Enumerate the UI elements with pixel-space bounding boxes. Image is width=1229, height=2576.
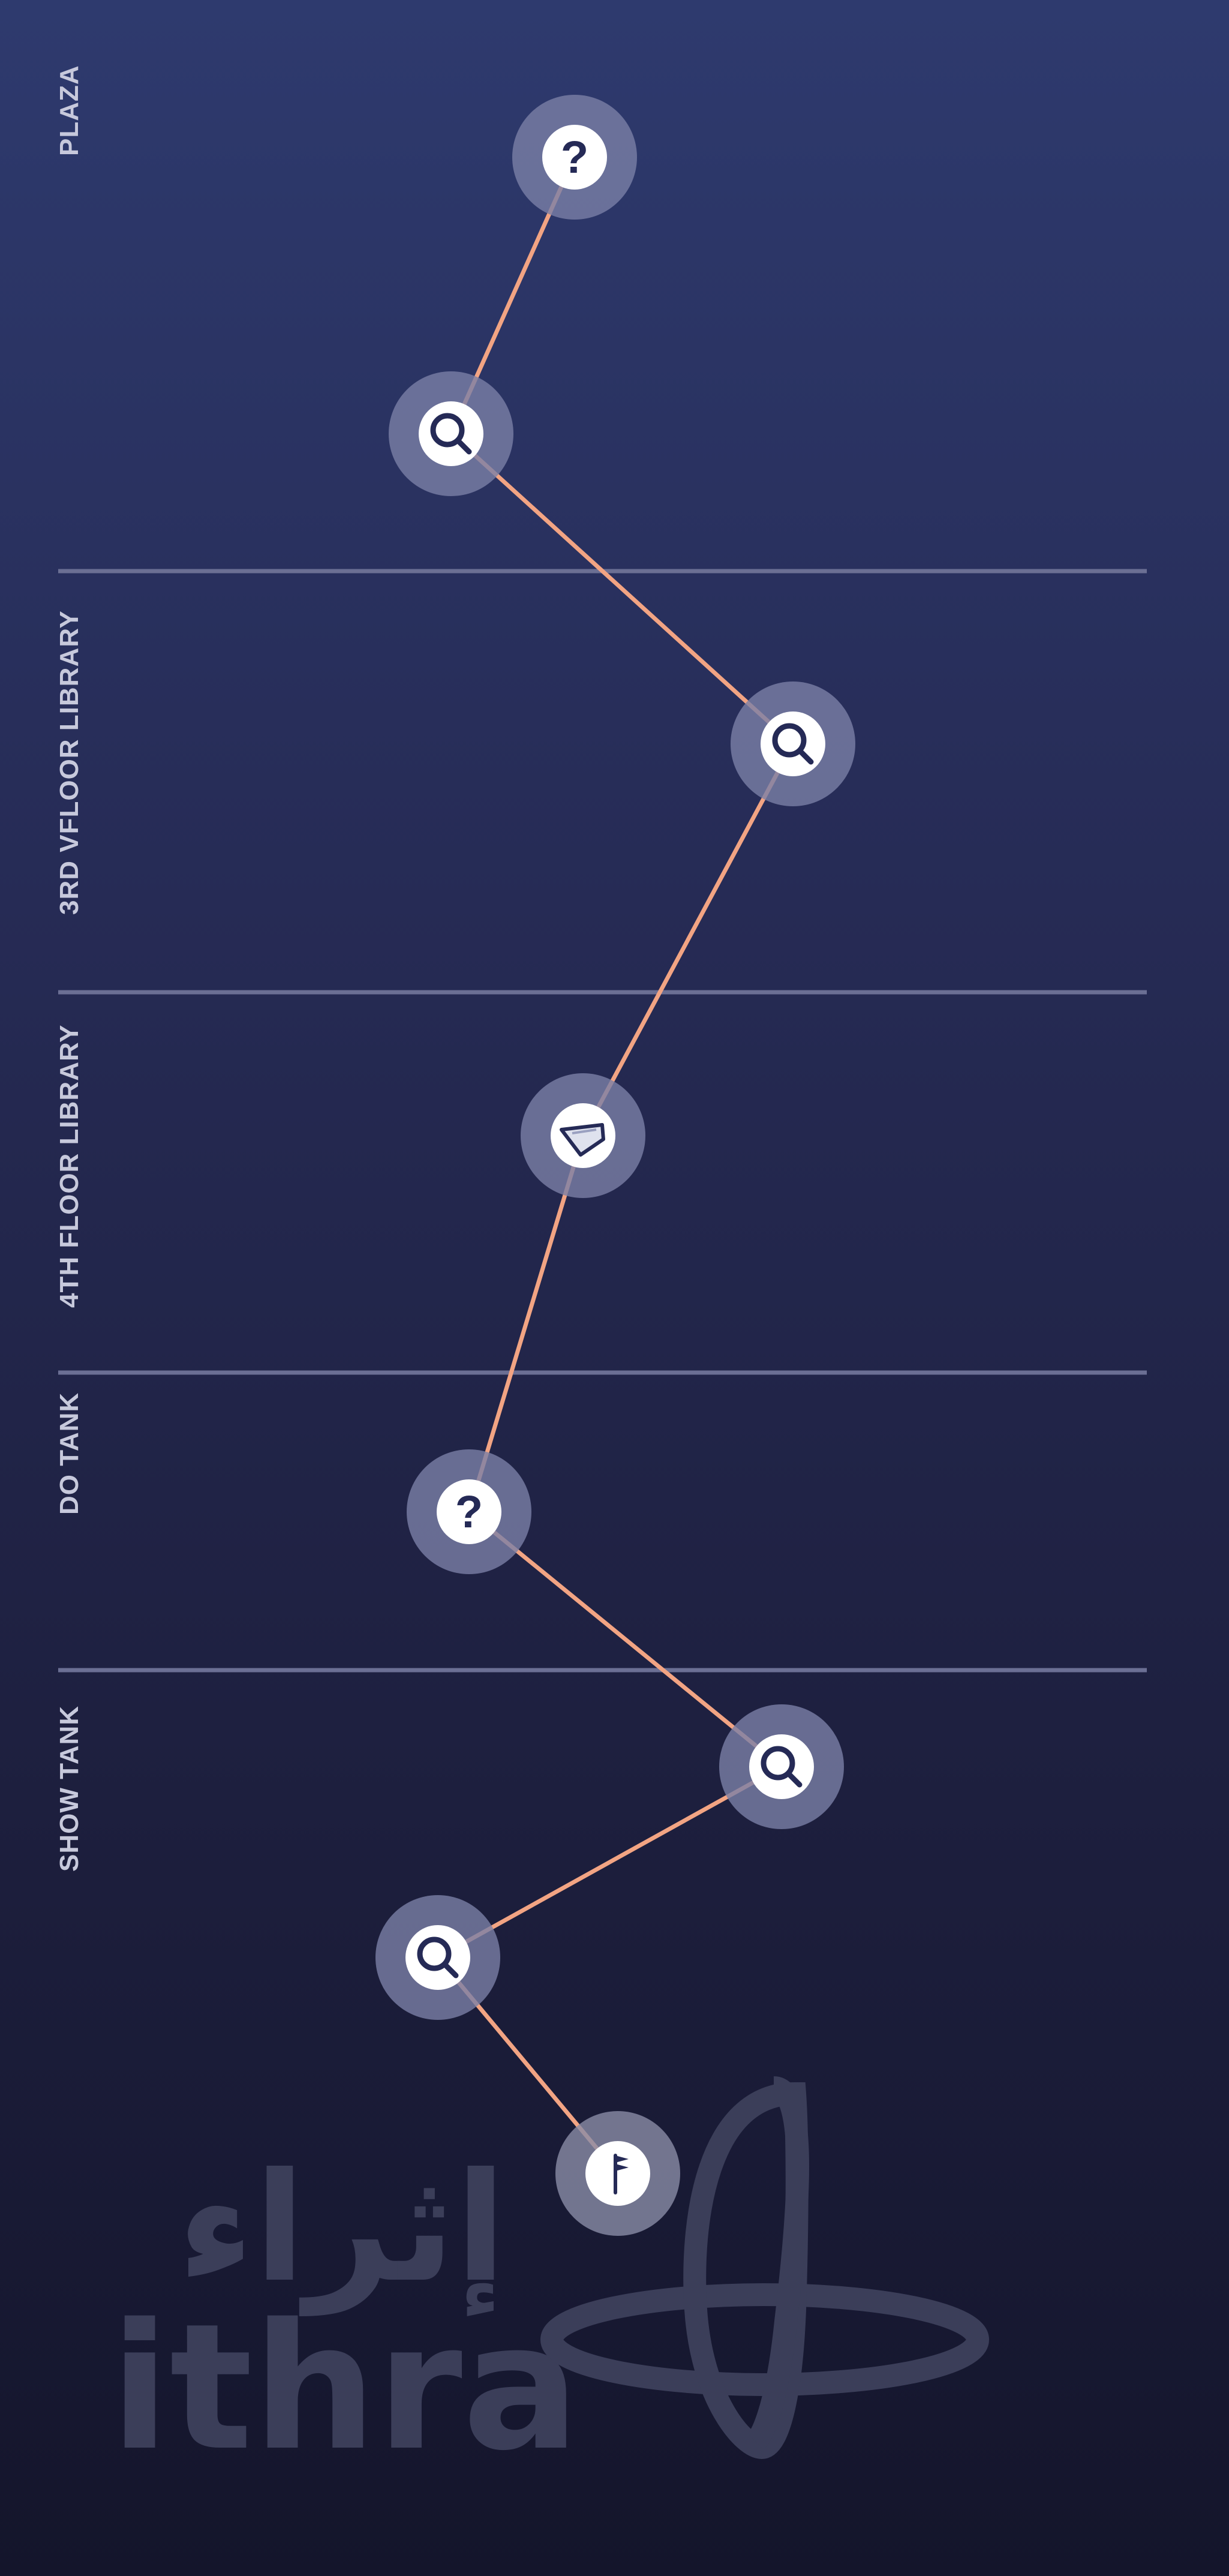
logo-emblem-icon: [540, 2076, 989, 2460]
journey-node-2[interactable]: [389, 371, 513, 496]
ithra-logo: إثراء ithra: [110, 2076, 989, 2489]
question-icon: ?: [561, 132, 588, 183]
journey-node-7[interactable]: [375, 1895, 500, 2020]
search-icon: [761, 1746, 803, 1788]
journey-node-1[interactable]: ?: [512, 95, 637, 220]
journey-node-8[interactable]: [555, 2111, 680, 2236]
search-icon: [430, 413, 472, 455]
journey-node-5[interactable]: ?: [407, 1449, 531, 1574]
search-icon: [417, 1936, 459, 1978]
logo-latin-text: ithra: [110, 2287, 579, 2489]
zone-label-3rd-floor-library: 3RD VFLOOR LIBRARY: [55, 610, 84, 915]
zone-label-4th-floor-library: 4TH FLOOR LIBRARY: [55, 1025, 84, 1308]
flag-icon: [614, 2154, 629, 2194]
journey-node-6[interactable]: [719, 1704, 844, 1829]
search-icon: [772, 723, 814, 765]
zone-label-show-tank: SHOW TANK: [55, 1706, 84, 1872]
logo-arabic-text: إثراء: [178, 2140, 507, 2316]
zone-label-do-tank: DO TANK: [55, 1392, 84, 1515]
journey-node-4[interactable]: [521, 1073, 645, 1198]
question-icon: ?: [455, 1487, 483, 1538]
zone-label-plaza: PLAZA: [55, 65, 84, 156]
compass-shape-icon: [560, 1123, 605, 1157]
journey-node-3[interactable]: [731, 681, 855, 806]
